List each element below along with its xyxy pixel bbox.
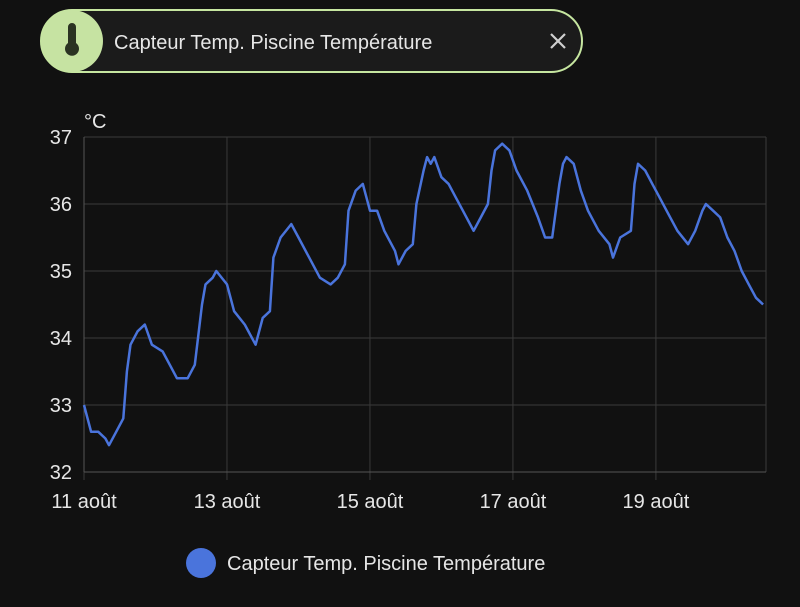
legend-marker	[186, 548, 216, 578]
y-tick-label: 33	[50, 395, 72, 417]
plot: 32 33 34 35 36 37 11 août 13 août 15 août 17 août…	[50, 127, 767, 513]
thermometer-icon	[65, 23, 80, 56]
data-line	[82, 142, 764, 447]
y-tick-label: 35	[50, 261, 72, 283]
close-icon[interactable]	[550, 33, 566, 49]
y-tick-label: 34	[50, 328, 72, 350]
entity-chip[interactable]: Capteur Temp. Piscine Température	[40, 9, 583, 73]
x-tick-label: 11 août	[51, 491, 117, 513]
x-tick-label: 17 août	[480, 491, 547, 513]
y-tick-label: 32	[50, 462, 72, 484]
x-tick-label: 19 août	[623, 491, 690, 513]
x-tick-label: 15 août	[337, 491, 404, 513]
legend: Capteur Temp. Piscine Température	[186, 548, 545, 578]
y-axis-unit: °C	[84, 111, 106, 133]
y-tick-label: 37	[50, 127, 72, 149]
x-tick-label: 13 août	[194, 491, 261, 513]
chip-label: Capteur Temp. Piscine Température	[114, 32, 432, 54]
legend-label: Capteur Temp. Piscine Température	[227, 553, 545, 575]
y-tick-label: 36	[50, 194, 72, 216]
